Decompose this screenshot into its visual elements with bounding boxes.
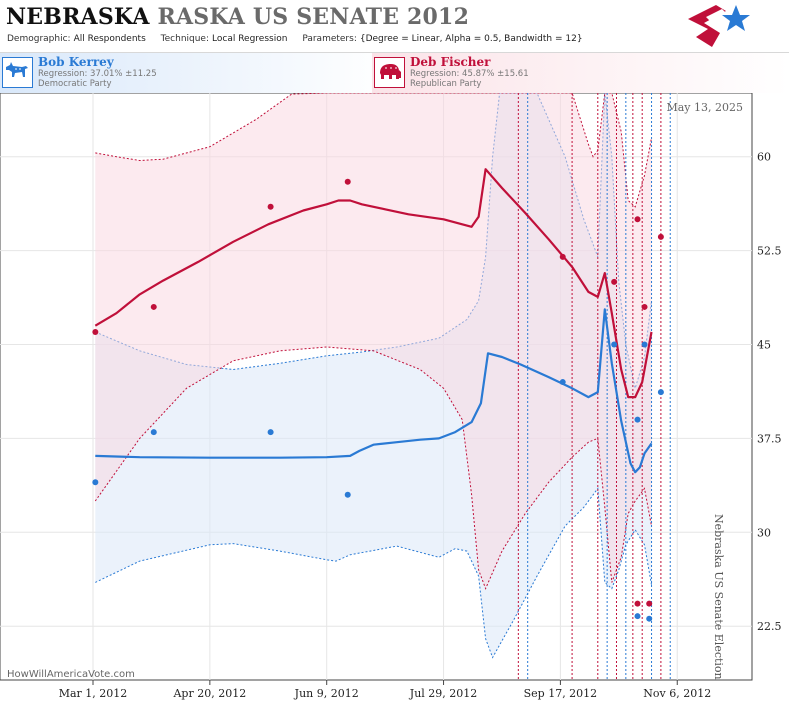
candidate-rep[interactable]: Deb Fischer Regression: 45.87% ±15.61 Re… (372, 53, 789, 93)
y-tick-label: 60 (757, 151, 771, 164)
rep-poll-point[interactable] (634, 216, 641, 223)
rep-poll-point[interactable] (646, 600, 653, 607)
y-tick-label: 30 (757, 526, 771, 539)
rep-poll-point[interactable] (559, 253, 566, 260)
dem-poll-point[interactable] (267, 429, 274, 436)
rep-trend-line (94, 168, 653, 399)
dem-regression-value: Regression: 37.01% ±11.25 (38, 69, 157, 79)
x-tick-label: Jun 9, 2012 (294, 687, 359, 700)
candidate-dem[interactable]: Bob Kerrey Regression: 37.01% ±11.25 Dem… (0, 53, 390, 93)
rep-poll-point[interactable] (611, 278, 618, 285)
dem-candidate-name: Bob Kerrey (38, 55, 114, 69)
site-watermark: HowWillAmericaVote.com (7, 669, 135, 680)
parameters-line: Demographic: All Respondents Technique: Lo… (7, 34, 595, 44)
rep-poll-point[interactable] (344, 178, 351, 185)
param-parameters-value: {Degree = Linear, Alpha = 0.5, Bandwidth… (359, 34, 583, 44)
dem-party-label: Democratic Party (38, 79, 112, 89)
chart-date-label: May 13, 2025 (666, 101, 743, 114)
rep-poll-point[interactable] (267, 203, 274, 210)
y-tick-label: 45 (757, 339, 771, 352)
dem-poll-point[interactable] (611, 341, 618, 348)
rep-party-label: Republican Party (410, 79, 482, 89)
dem-poll-point[interactable] (657, 389, 664, 396)
title-state: NEBRASKA (6, 4, 150, 30)
dem-poll-point[interactable] (634, 613, 641, 620)
dem-trend-line (95, 308, 653, 474)
candidate-legend: Bob Kerrey Regression: 37.01% ±11.25 Dem… (0, 53, 789, 93)
rep-poll-point[interactable] (92, 328, 99, 335)
site-logo-icon[interactable] (686, 3, 750, 49)
election-side-label: Nebraska US Senate Election (712, 514, 725, 680)
chart-header: NEBRASKA RASKA US SENATE 2012 Demographi… (0, 0, 789, 53)
rep-upper-bound-line (95, 93, 652, 208)
x-tick-label: Apr 20, 2012 (172, 687, 246, 700)
plot-frame (0, 93, 753, 681)
rep-poll-point[interactable] (657, 233, 664, 240)
rep-poll-point[interactable] (150, 303, 157, 310)
rep-lower-bound-line (94, 346, 652, 590)
x-tick-label: Jul 29, 2012 (409, 687, 478, 700)
param-parameters-key: Parameters: (302, 34, 357, 44)
y-tick-label: 52.5 (757, 245, 782, 258)
dem-poll-point[interactable] (646, 615, 653, 622)
y-tick-label: 22.5 (757, 620, 782, 633)
param-technique-value: Local Regression (212, 34, 288, 44)
param-demographic-value: All Respondents (73, 34, 146, 44)
dem-poll-point[interactable] (641, 341, 648, 348)
x-tick-label: Nov 6, 2012 (643, 687, 711, 700)
dem-poll-point[interactable] (559, 379, 566, 386)
dem-poll-point[interactable] (344, 491, 351, 498)
page-title: NEBRASKA RASKA US SENATE 2012 (6, 4, 469, 30)
param-technique-key: Technique: (160, 34, 210, 44)
poll-regression-chart: 22.5 30 37.5 45 52.5 60 Mar 1, 2012 Apr 20, 201… (0, 93, 789, 704)
rep-poll-point[interactable] (641, 303, 648, 310)
rep-candidate-name: Deb Fischer (410, 55, 491, 69)
dem-poll-point[interactable] (92, 479, 99, 486)
elephant-icon (374, 57, 405, 88)
x-tick-label: Sep 17, 2012 (524, 687, 598, 700)
x-tick-label: Mar 1, 2012 (59, 687, 128, 700)
y-tick-label: 37.5 (757, 432, 782, 445)
rep-regression-value: Regression: 45.87% ±15.61 (410, 69, 529, 79)
dem-poll-point[interactable] (634, 416, 641, 423)
param-demographic-key: Demographic: (7, 34, 71, 44)
rep-poll-point[interactable] (634, 600, 641, 607)
rep-confidence-band (95, 93, 652, 589)
title-race: RASKA US SENATE 2012 (157, 4, 470, 30)
donkey-icon (2, 57, 33, 88)
dem-poll-point[interactable] (150, 429, 157, 436)
